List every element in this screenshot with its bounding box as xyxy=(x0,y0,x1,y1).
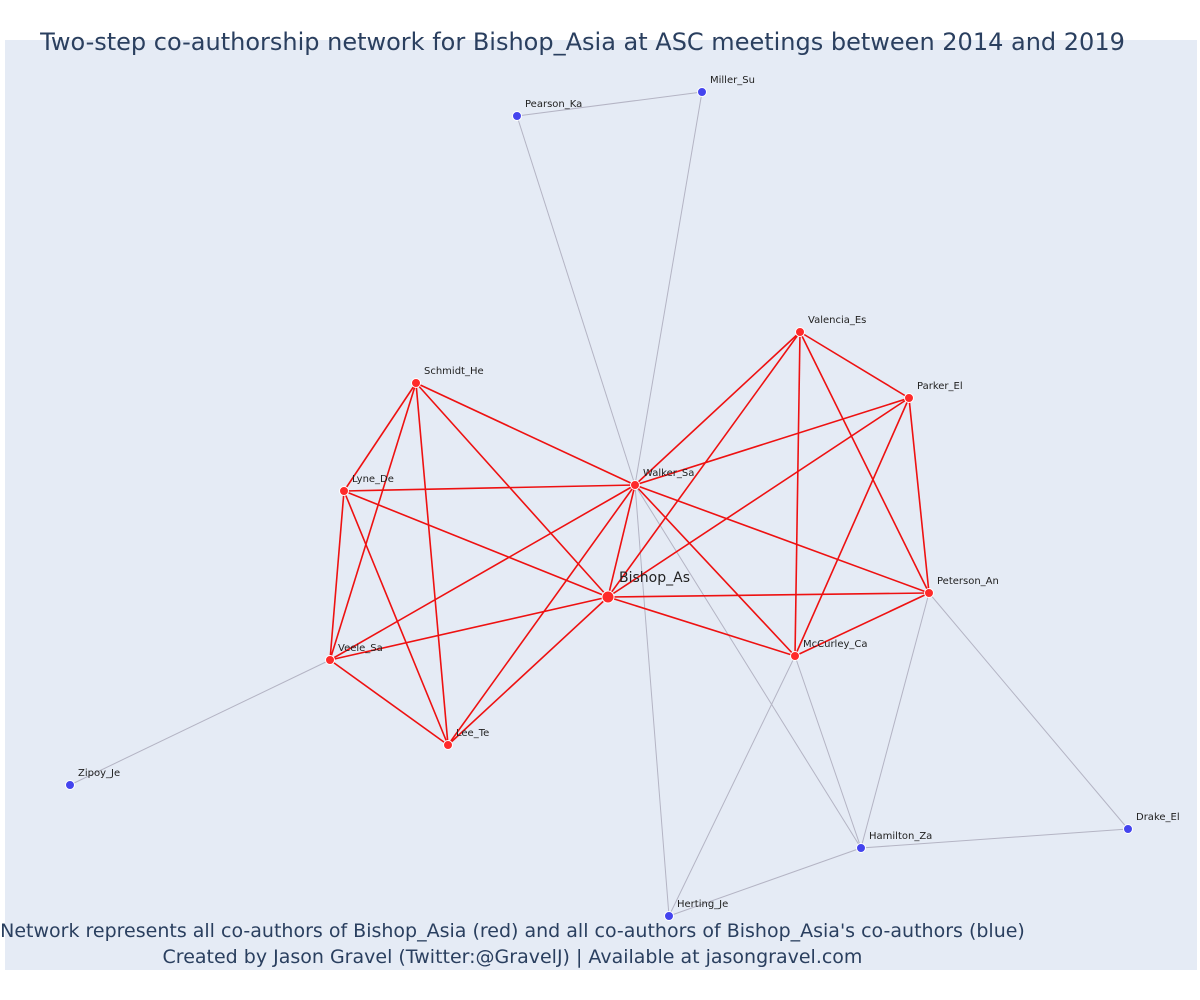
node-label-Bishop_As: Bishop_As xyxy=(619,570,690,586)
node-Parker_El[interactable] xyxy=(904,393,914,403)
node-McCurley_Ca[interactable] xyxy=(790,651,800,661)
node-Hamilton_Za[interactable] xyxy=(856,843,866,853)
edge-Walker_Sa-Schmidt_He xyxy=(415,382,636,486)
edge-Walker_Sa-Hamilton_Za xyxy=(634,484,862,849)
node-Herting_Je[interactable] xyxy=(664,911,674,921)
edge-Lyne_De-Veele_Sa xyxy=(329,490,345,661)
edge-Bishop_As-Peterson_An xyxy=(607,592,930,598)
node-label-Peterson_An: Peterson_An xyxy=(937,576,999,587)
edge-McCurley_Ca-Hamilton_Za xyxy=(794,655,862,849)
node-Drake_El[interactable] xyxy=(1123,824,1133,834)
edge-Peterson_An-Drake_El xyxy=(928,592,1129,830)
node-label-Parker_El: Parker_El xyxy=(917,381,963,392)
node-Lyne_De[interactable] xyxy=(339,486,349,496)
nodes-layer xyxy=(65,87,1133,921)
edge-Pearson_Ka-Miller_Su xyxy=(516,91,703,117)
node-Pearson_Ka[interactable] xyxy=(512,111,522,121)
edge-Walker_Sa-Herting_Je xyxy=(634,484,670,917)
node-label-Walker_Sa: Walker_Sa xyxy=(643,468,694,479)
edge-Hamilton_Za-Drake_El xyxy=(860,828,1129,849)
chart-title: Two-step co-authorship network for Bisho… xyxy=(40,28,1125,56)
edge-Walker_Sa-McCurley_Ca xyxy=(634,484,796,657)
edge-Walker_Sa-Lyne_De xyxy=(343,484,636,492)
edge-Schmidt_He-Lee_Te xyxy=(415,382,449,746)
node-label-Lee_Te: Lee_Te xyxy=(456,728,489,739)
edge-Valencia_Es-Parker_El xyxy=(799,331,910,399)
node-label-Herting_Je: Herting_Je xyxy=(677,899,728,910)
node-Veele_Sa[interactable] xyxy=(325,655,335,665)
node-label-Lyne_De: Lyne_De xyxy=(352,474,394,485)
node-Walker_Sa[interactable] xyxy=(630,480,640,490)
edge-Parker_El-Peterson_An xyxy=(908,397,930,594)
node-Peterson_An[interactable] xyxy=(924,588,934,598)
edge-Valencia_Es-McCurley_Ca xyxy=(794,331,801,657)
edge-Walker_Sa-Peterson_An xyxy=(634,484,930,594)
node-label-Valencia_Es: Valencia_Es xyxy=(808,315,866,326)
edge-McCurley_Ca-Herting_Je xyxy=(668,655,796,917)
edges-layer xyxy=(69,91,1129,917)
node-Zipoy_Je[interactable] xyxy=(65,780,75,790)
node-label-Schmidt_He: Schmidt_He xyxy=(424,366,484,377)
footer-caption: Network represents all co-authors of Bis… xyxy=(0,918,1025,970)
edge-Bishop_As-Walker_Sa xyxy=(607,484,636,598)
edge-Peterson_An-Hamilton_Za xyxy=(860,592,930,849)
edge-Veele_Sa-Lee_Te xyxy=(329,659,449,746)
edge-Bishop_As-Schmidt_He xyxy=(415,382,609,598)
node-Bishop_As[interactable] xyxy=(601,590,615,604)
labels-layer: Bishop_As Walker_Sa Schmidt_He Lyne_De Veele… xyxy=(78,75,1180,910)
edge-Walker_Sa-Parker_El xyxy=(634,397,910,486)
edge-Lyne_De-Lee_Te xyxy=(343,490,449,746)
edge-Pearson_Ka-Walker_Sa xyxy=(516,115,636,486)
edge-Miller_Su-Walker_Sa xyxy=(634,91,703,486)
node-label-Veele_Sa: Veele_Sa xyxy=(338,643,383,654)
edge-Hamilton_Za-Herting_Je xyxy=(668,847,862,917)
edge-Peterson_An-McCurley_Ca xyxy=(794,592,930,657)
node-label-Hamilton_Za: Hamilton_Za xyxy=(869,831,932,842)
edge-Walker_Sa-Veele_Sa xyxy=(329,484,636,661)
edge-Bishop_As-Valencia_Es xyxy=(607,331,801,598)
edge-Veele_Sa-Zipoy_Je xyxy=(69,659,331,786)
edge-Bishop_As-Parker_El xyxy=(607,397,910,598)
footer-line-1: Network represents all co-authors of Bis… xyxy=(0,920,1025,942)
edge-Walker_Sa-Lee_Te xyxy=(447,484,636,746)
edge-Schmidt_He-Veele_Sa xyxy=(329,382,417,661)
node-label-Pearson_Ka: Pearson_Ka xyxy=(525,99,582,110)
footer-line-2: Created by Jason Gravel (Twitter:@Gravel… xyxy=(162,946,863,968)
node-Miller_Su[interactable] xyxy=(697,87,707,97)
node-label-Miller_Su: Miller_Su xyxy=(710,75,755,86)
node-label-Drake_El: Drake_El xyxy=(1136,812,1180,823)
node-label-Zipoy_Je: Zipoy_Je xyxy=(78,768,120,779)
edge-Bishop_As-McCurley_Ca xyxy=(607,596,796,657)
node-Lee_Te[interactable] xyxy=(443,740,453,750)
node-Schmidt_He[interactable] xyxy=(411,378,421,388)
node-Valencia_Es[interactable] xyxy=(795,327,805,337)
edge-Bishop_As-Veele_Sa xyxy=(329,596,609,661)
edge-Valencia_Es-Peterson_An xyxy=(799,331,930,594)
edge-Parker_El-McCurley_Ca xyxy=(794,397,910,657)
node-label-McCurley_Ca: McCurley_Ca xyxy=(803,639,868,650)
edge-Walker_Sa-Valencia_Es xyxy=(634,331,801,486)
edge-Schmidt_He-Lyne_De xyxy=(343,382,417,492)
edge-Bishop_As-Lyne_De xyxy=(343,490,609,598)
edge-Bishop_As-Lee_Te xyxy=(447,596,609,746)
